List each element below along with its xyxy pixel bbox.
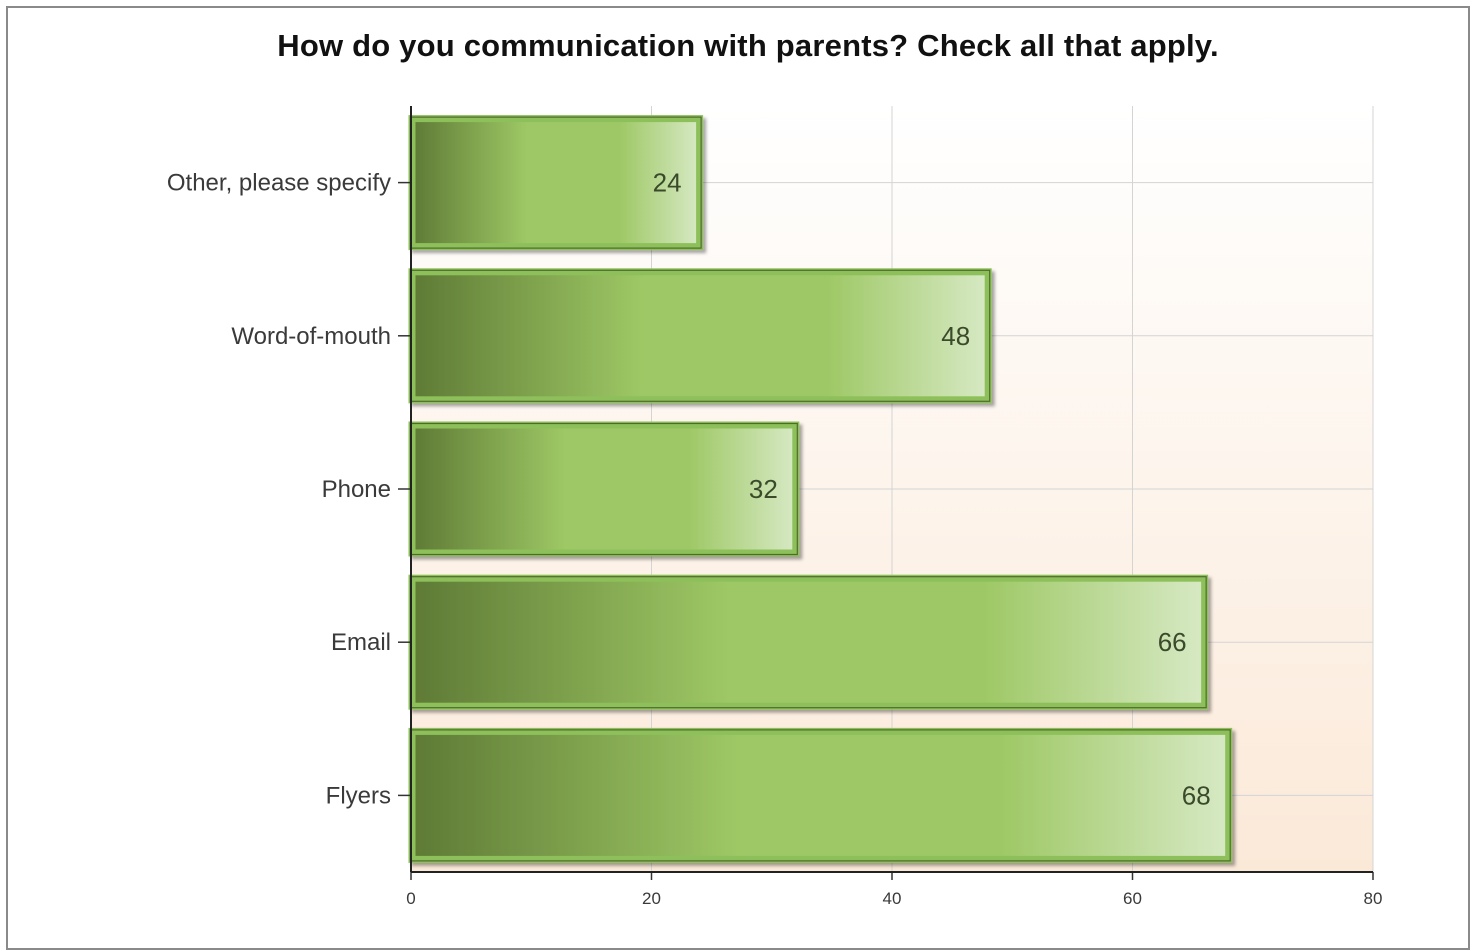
bar-group: 66	[408, 574, 1209, 710]
bar	[408, 574, 1209, 710]
category-label: Phone	[322, 476, 391, 503]
bar	[408, 421, 800, 557]
bar	[408, 727, 1233, 863]
data-label: 48	[941, 321, 970, 351]
category-label: Other, please specify	[167, 170, 391, 197]
x-tick-label: 40	[883, 889, 902, 908]
x-tick-label: 20	[642, 889, 661, 908]
axes: 0 20 40 60 80 Other, please specify Word-of-mo…	[167, 106, 1383, 908]
data-label: 32	[749, 474, 778, 504]
category-label: Email	[331, 629, 391, 656]
bar	[408, 268, 992, 404]
data-label: 24	[653, 168, 682, 198]
data-label: 66	[1158, 627, 1187, 657]
category-label: Word-of-mouth	[231, 323, 391, 350]
bar-group: 24	[408, 115, 704, 251]
chart-title: How do you communication with parents? C…	[277, 28, 1219, 63]
x-tick-label: 0	[406, 889, 415, 908]
bars: 24 48 32 66 68	[408, 115, 1233, 863]
data-label: 68	[1182, 780, 1211, 810]
category-label: Flyers	[326, 782, 391, 809]
x-tick-label: 60	[1123, 889, 1142, 908]
bar-group: 32	[408, 421, 800, 557]
bar-group: 68	[408, 727, 1233, 863]
bar	[408, 115, 704, 251]
x-tick-label: 80	[1364, 889, 1383, 908]
bar-group: 48	[408, 268, 992, 404]
